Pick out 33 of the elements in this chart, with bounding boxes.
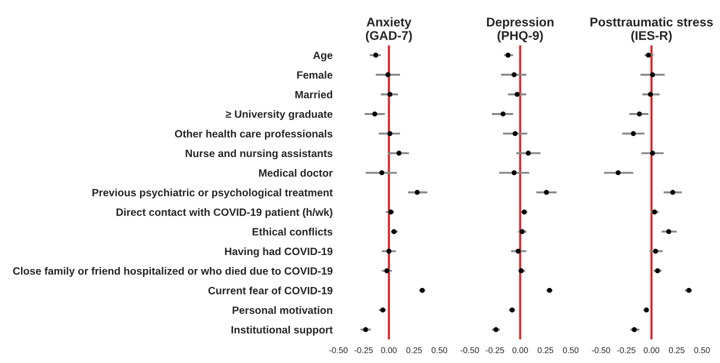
x-tick-label: 0.50 [562,347,578,354]
y-tick-label: Institutional support [232,326,333,336]
y-tick-label: Other health care professionals [174,130,332,140]
x-tick-label: -0.50 [329,347,348,354]
y-tick-label: Having had COVID-19 [225,247,332,258]
x-tick-label: 0.50 [432,347,448,354]
x-tick-label: -0.50 [592,347,610,354]
x-tick-label: 0.25 [406,347,422,354]
y-tick-label: Direct contact with COVID-19 patient (h/wk) [116,208,332,218]
y-tick-label: Ethical conflicts [252,228,332,236]
y-tick-label: Medical doctor [259,168,333,177]
x-tick-label: 0.25 [538,347,554,354]
x-tick-label: -0.25 [617,347,636,354]
y-tick-label: Nurse and nursing assistants [186,149,332,160]
chart-title: Anxiety (GAD-7) [366,17,412,42]
y-tick-label: Female [297,70,332,79]
chart-title: Posttraumatic stress (IES-R) [590,17,713,42]
x-tick-label: 0.50 [694,347,710,354]
y-tick-label: Current fear of COVID-19 [208,286,332,294]
y-tick-label: Personal motivation [232,306,332,314]
x-tick-label: 0.25 [668,347,685,354]
y-tick-label: Age [313,52,332,62]
y-tick-label: Previous psychiatric or psychological treatment [92,188,333,198]
x-tick-label: -0.25 [486,347,504,354]
x-tick-label: 0.00 [644,347,660,354]
x-tick-label: 0.00 [381,347,397,354]
x-tick-label: 0.00 [512,347,528,354]
x-tick-label: -0.25 [354,347,373,354]
x-tick-label: -0.50 [460,347,479,354]
chart-title: Depression (PHQ-9) [487,17,554,42]
y-tick-label: Close family or friend hospitalized or who died due to COVID-19 [13,266,332,277]
y-tick-label: Married [295,90,332,98]
y-tick-label: ≥ University graduate [226,110,332,120]
